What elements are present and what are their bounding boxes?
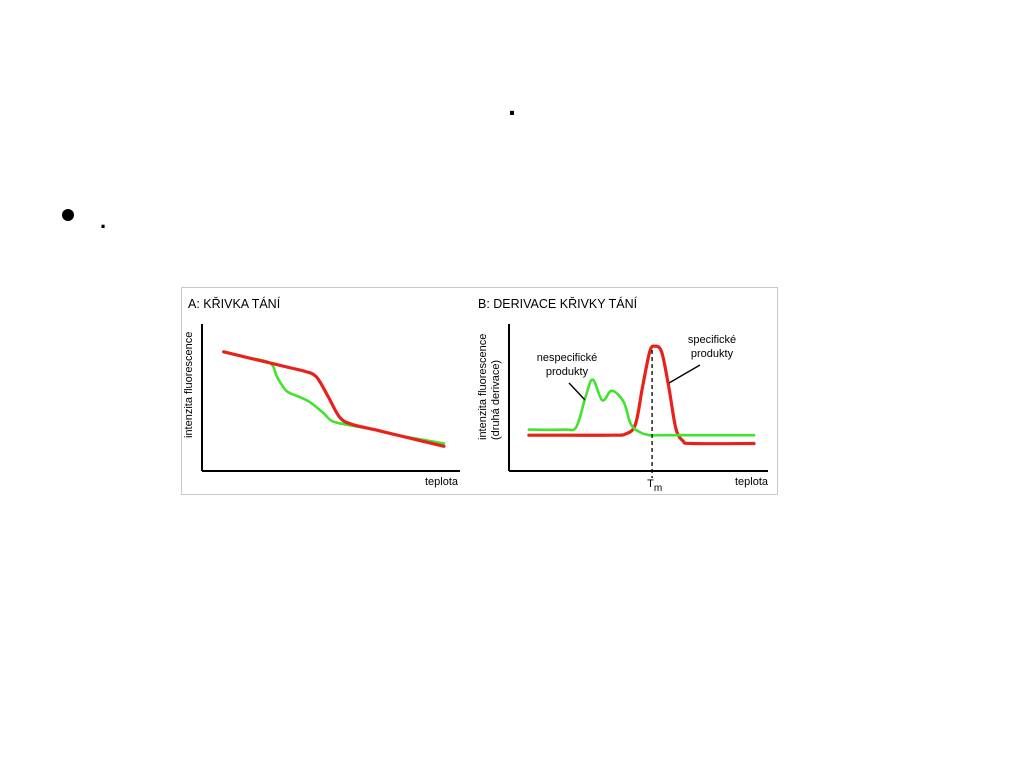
panel-a: A: KŘIVKA TÁNÍ intenzita fluorescence te… <box>183 296 460 488</box>
panel-a-title: A: KŘIVKA TÁNÍ <box>188 296 281 311</box>
melting-curve-figure: A: KŘIVKA TÁNÍ intenzita fluorescence te… <box>181 287 778 495</box>
panel-a-plot-area <box>222 350 446 448</box>
bullet-dot-icon <box>62 209 74 221</box>
panel-b-ylabel-line1: intenzita fluorescence <box>477 334 489 440</box>
tm-label: Tm <box>647 478 662 494</box>
slide-title: . <box>508 90 516 121</box>
panel-b-title: B: DERIVACE KŘIVKY TÁNÍ <box>478 296 638 311</box>
annotation-specific-line1: specifické <box>688 334 736 346</box>
series-line-green <box>222 350 446 445</box>
series-line-green <box>527 378 756 437</box>
panel-b-ylabel-line2: (druhá derivace) <box>490 360 502 440</box>
series-line-red <box>222 350 446 448</box>
panel-a-ylabel: intenzita fluorescence <box>183 332 195 438</box>
annotation-nonspecific-line2: produkty <box>546 366 589 378</box>
annotation-nonspecific-pointer <box>568 382 586 401</box>
bullet-item: . <box>62 202 106 233</box>
panel-a-xlabel: teplota <box>425 476 459 488</box>
panel-b: B: DERIVACE KŘIVKY TÁNÍ intenzita fluore… <box>477 296 769 494</box>
series-line-red <box>527 344 756 446</box>
annotation-specific-pointer <box>668 364 701 384</box>
panel-b-xlabel: teplota <box>735 476 769 488</box>
annotation-nonspecific-line1: nespecifické <box>537 352 598 364</box>
panel-b-plot-area <box>527 344 756 478</box>
bullet-text: . <box>100 208 107 233</box>
figure-svg: A: KŘIVKA TÁNÍ intenzita fluorescence te… <box>183 296 769 494</box>
annotation-specific-line2: produkty <box>691 348 734 360</box>
